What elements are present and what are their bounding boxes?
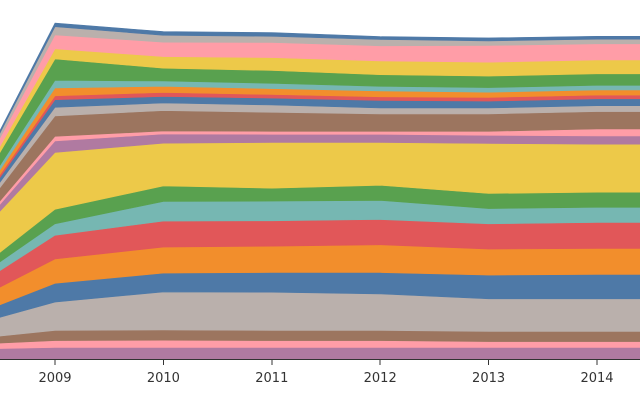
x-tick-label: 2012	[364, 371, 397, 386]
x-tick-label: 2010	[147, 371, 180, 386]
x-tick-label: 2009	[38, 371, 71, 386]
x-tick-label: 2011	[255, 371, 288, 386]
area-series-01	[0, 347, 640, 360]
x-tick-label: 2013	[472, 371, 505, 386]
x-axis: 2009 2010 2011 2012 2013 2014	[0, 359, 640, 386]
x-tick-label: 2014	[580, 371, 613, 386]
area-series-23	[0, 22, 640, 134]
area-series-group	[0, 22, 640, 360]
